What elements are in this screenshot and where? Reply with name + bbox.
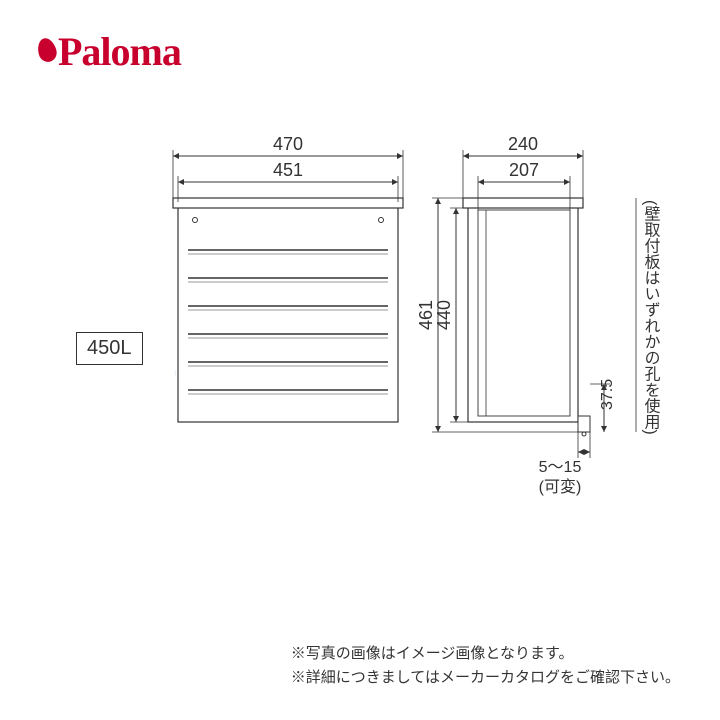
dim-front-outer-width: 470 [273, 134, 303, 154]
footer-notes: ※写真の画像はイメージ画像となります。 ※詳細につきましてはメーカーカタログをご… [291, 642, 680, 690]
footer-line-2: ※詳細につきましてはメーカーカタログをご確認下さい。 [291, 666, 680, 690]
brand-logo: Paloma [38, 28, 181, 75]
dim-side-outer-height: 461 [416, 300, 436, 330]
technical-diagram: 470 451 240 207 461 440 [0, 120, 720, 620]
dim-side-inner-height: 440 [434, 300, 454, 330]
dim-side-outer-width: 240 [508, 134, 538, 154]
side-note-vertical: (壁取付板はいずれかの孔を使用) [642, 200, 661, 435]
dim-gap-range: 5～15 [539, 459, 582, 476]
flame-icon [35, 36, 59, 64]
dim-bracket-offset: 37.5 [599, 379, 616, 410]
side-view: 240 207 461 440 37.5 5～15 (可変) (壁取付板はいずれ… [416, 134, 661, 496]
dim-front-inner-width: 451 [273, 160, 303, 180]
front-view: 470 451 [173, 134, 403, 422]
dim-side-inner-width: 207 [509, 160, 539, 180]
logo-text: Paloma [58, 29, 181, 74]
footer-line-1: ※写真の画像はイメージ画像となります。 [291, 642, 680, 666]
dim-gap-note: (可変) [539, 478, 582, 496]
